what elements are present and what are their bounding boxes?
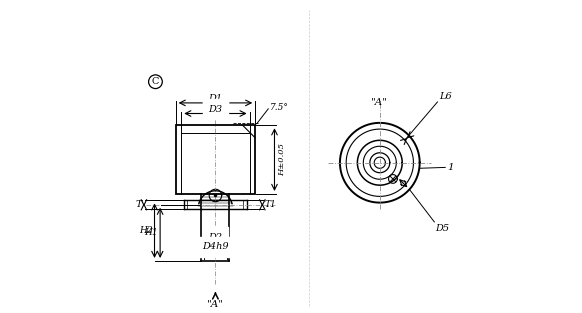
- Text: 1: 1: [447, 163, 453, 172]
- Text: L6: L6: [439, 92, 452, 101]
- Text: H2: H2: [139, 226, 152, 235]
- Text: 7.5°: 7.5°: [270, 103, 289, 112]
- Text: D4h9: D4h9: [202, 242, 229, 251]
- Text: "A": "A": [207, 300, 224, 309]
- Text: T: T: [135, 200, 142, 209]
- Text: H1: H1: [145, 228, 158, 237]
- Text: C: C: [152, 77, 159, 86]
- Text: D2: D2: [208, 233, 222, 242]
- Bar: [176, 125, 255, 194]
- Text: D5: D5: [435, 224, 449, 233]
- Text: H±0.05: H±0.05: [278, 143, 286, 176]
- Text: "A": "A": [371, 98, 388, 107]
- Text: T1: T1: [265, 200, 276, 209]
- Text: D1: D1: [208, 94, 222, 103]
- Text: D3: D3: [208, 105, 222, 114]
